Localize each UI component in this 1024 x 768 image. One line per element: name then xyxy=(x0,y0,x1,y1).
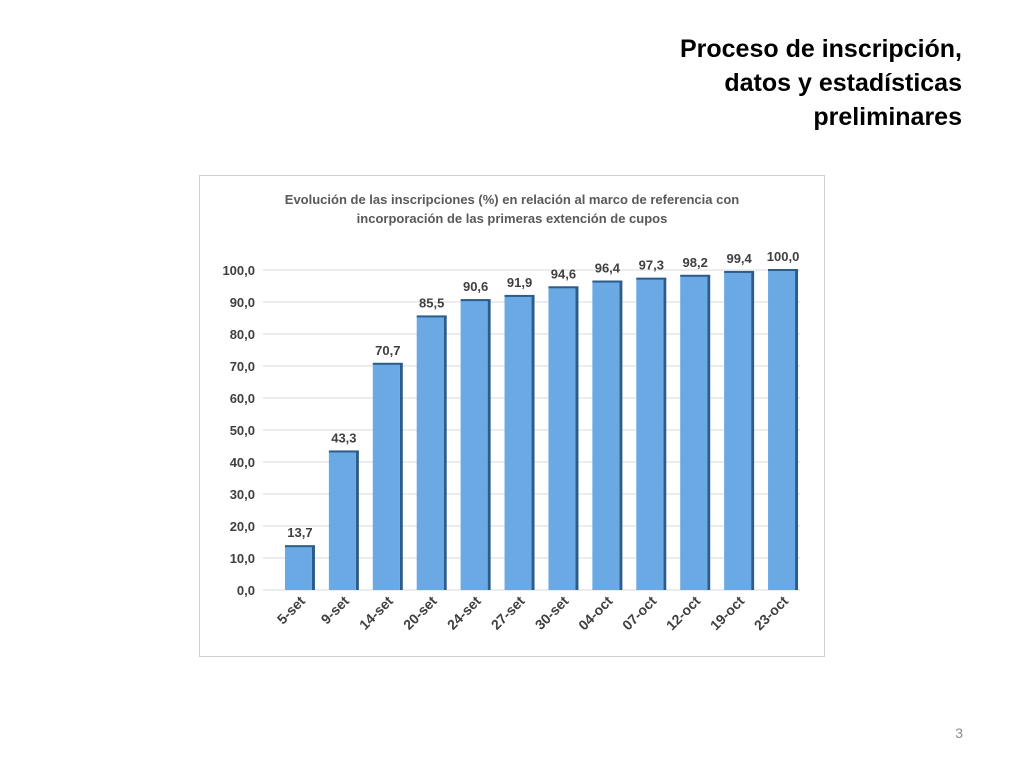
bar-top xyxy=(680,274,711,277)
bar xyxy=(504,295,532,590)
data-label: 94,6 xyxy=(551,266,576,281)
bar-side xyxy=(399,363,403,590)
bar xyxy=(284,546,312,590)
bar-top xyxy=(460,299,491,302)
data-label: 100,0 xyxy=(767,249,800,264)
x-tick-label: 04-oct xyxy=(575,593,616,634)
bar-top xyxy=(284,545,315,548)
bar-side xyxy=(575,287,579,590)
y-tick-label: 50,0 xyxy=(230,423,255,438)
data-label: 96,4 xyxy=(595,261,621,276)
chart-title-line: Evolución de las inscripciones (%) en re… xyxy=(284,192,740,207)
data-label: 97,3 xyxy=(639,258,664,273)
bar-top xyxy=(724,270,755,273)
x-tick-label: 14-set xyxy=(356,593,396,633)
data-label: 90,6 xyxy=(463,279,488,294)
slide-title: Proceso de inscripción, datos y estadíst… xyxy=(680,32,962,134)
chart-title-line: incorporación de las primeras extención … xyxy=(356,211,668,226)
x-tick-label: 23-oct xyxy=(751,593,792,634)
y-tick-label: 70,0 xyxy=(230,359,255,374)
bar xyxy=(372,363,400,590)
bar-top xyxy=(328,450,359,453)
data-label: 43,3 xyxy=(331,430,356,445)
y-tick-label: 0,0 xyxy=(237,583,255,598)
x-tick-label: 19-oct xyxy=(707,593,748,634)
bar xyxy=(548,287,576,590)
bar xyxy=(416,316,444,590)
chart-title: Evolución de las inscripciones (%) en re… xyxy=(200,190,824,228)
x-tick-label: 30-set xyxy=(532,593,572,633)
bar-side xyxy=(751,271,755,590)
y-tick-label: 20,0 xyxy=(230,519,255,534)
slide-title-line: datos y estadísticas xyxy=(724,69,962,97)
y-tick-label: 100,0 xyxy=(222,263,255,278)
y-tick-label: 90,0 xyxy=(230,295,255,310)
y-tick-label: 30,0 xyxy=(230,487,255,502)
x-tick-label: 24-set xyxy=(444,593,484,633)
slide-title-line: Proceso de inscripción, xyxy=(679,35,962,63)
bar-side xyxy=(487,300,491,590)
bar-chart: 0,0 10,0 20,0 30,0 40,0 50,0 60,0 70,0 80,0 90,0 1… xyxy=(222,249,800,634)
bar xyxy=(768,270,796,590)
bar-top xyxy=(636,277,667,280)
y-tick-label: 10,0 xyxy=(230,551,255,566)
x-tick-label: 27-set xyxy=(488,593,528,633)
chart-container: Evolución de las inscripciones (%) en re… xyxy=(199,175,825,657)
bar xyxy=(724,271,752,590)
bar xyxy=(636,278,664,590)
bar-side xyxy=(531,295,535,590)
bar-side xyxy=(311,546,315,590)
x-tick-label: 9-set xyxy=(318,593,353,628)
bar-top xyxy=(548,286,579,289)
bar-top xyxy=(372,362,403,365)
bar xyxy=(592,281,620,590)
bar-side xyxy=(355,451,359,590)
data-label: 99,4 xyxy=(726,251,752,266)
bar xyxy=(460,300,488,590)
bar xyxy=(328,451,356,590)
x-tick-label: 20-set xyxy=(400,593,440,633)
data-label: 13,7 xyxy=(287,525,312,540)
x-tick-label: 5-set xyxy=(274,593,309,628)
x-tick-label: 07-oct xyxy=(619,593,660,634)
y-tick-label: 80,0 xyxy=(230,327,255,342)
data-label: 91,9 xyxy=(507,275,532,290)
data-label: 98,2 xyxy=(683,255,708,270)
bar-side xyxy=(619,281,623,590)
bar xyxy=(680,275,708,590)
bar-top xyxy=(592,280,623,283)
data-label: 70,7 xyxy=(375,343,400,358)
x-tick-label: 12-oct xyxy=(663,593,704,634)
slide-title-line: preliminares xyxy=(813,103,962,131)
bar-side xyxy=(707,275,711,590)
page-number: 3 xyxy=(955,725,963,741)
bar-side xyxy=(443,316,447,590)
bar-top xyxy=(768,269,799,271)
data-label: 85,5 xyxy=(419,295,444,310)
y-tick-label: 60,0 xyxy=(230,391,255,406)
bar-top xyxy=(416,315,447,318)
bar-top xyxy=(504,294,535,297)
bar-side xyxy=(795,270,799,590)
y-tick-label: 40,0 xyxy=(230,455,255,470)
bar-side xyxy=(663,278,667,590)
